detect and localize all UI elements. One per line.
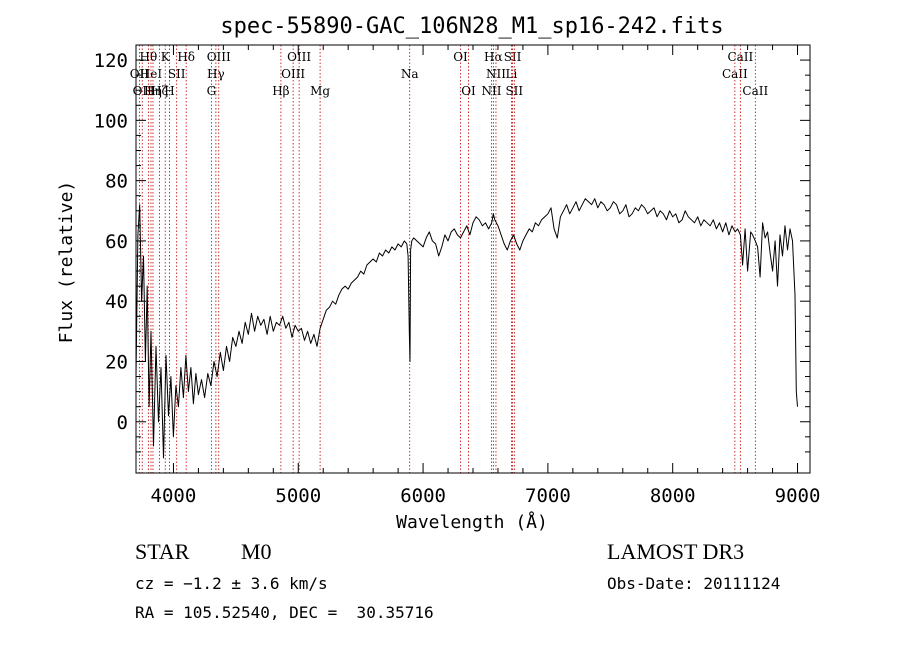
ra-dec: RA = 105.52540, DEC = 30.35716 bbox=[135, 603, 434, 622]
object-class: STAR bbox=[135, 539, 190, 564]
spectral-line-label-25: SII bbox=[505, 84, 523, 98]
spectral-line-label-8: SII bbox=[168, 67, 186, 81]
spectral-line-label-20: NII bbox=[481, 84, 501, 98]
spectral-line-label-11: Hγ bbox=[207, 67, 225, 81]
spectral-line-label-14: OIII bbox=[281, 67, 305, 81]
redshift-cz: cz = −1.2 ± 3.6 km/s bbox=[135, 574, 328, 593]
survey-name: LAMOST DR3 bbox=[607, 539, 745, 564]
spectral-line-label-12: OIII bbox=[207, 50, 231, 64]
x-tick-label-9000: 9000 bbox=[775, 485, 821, 507]
spectral-line-label-16: Mg bbox=[310, 84, 330, 98]
spectral-line-label-3: HeI bbox=[140, 67, 163, 81]
spectral-line-label-0: OII bbox=[130, 67, 150, 81]
x-tick-label-6000: 6000 bbox=[400, 485, 446, 507]
y-axis-ticks: 0 20 40 60 80 100 120 bbox=[94, 50, 810, 453]
y-tick-label-80: 80 bbox=[105, 171, 128, 193]
spectral-line-label-13: Hβ bbox=[272, 84, 289, 98]
spectral-line-label-19: OI bbox=[461, 84, 476, 98]
obs-date: Obs-Date: 20111124 bbox=[607, 574, 781, 593]
x-tick-label-8000: 8000 bbox=[650, 485, 696, 507]
spectral-line-label-1: OII bbox=[133, 84, 153, 98]
spectral-line-label-7: H bbox=[164, 84, 174, 98]
spectrum-line-0 bbox=[135, 198, 798, 459]
plot-frame bbox=[135, 44, 811, 474]
y-tick-label-20: 20 bbox=[105, 351, 128, 373]
spectral-line-label-22: NII bbox=[486, 67, 506, 81]
spectral-line-label-10: G bbox=[207, 84, 217, 98]
spectral-line-label-6: K bbox=[161, 50, 171, 64]
spectral-line-label-18: OI bbox=[453, 50, 468, 64]
spectrum-series bbox=[135, 198, 798, 459]
y-tick-label-100: 100 bbox=[94, 110, 128, 132]
x-tick-label-7000: 7000 bbox=[525, 485, 571, 507]
spectral-line-label-26: CaII bbox=[722, 67, 748, 81]
x-tick-label-5000: 5000 bbox=[275, 485, 321, 507]
spectral-line-label-27: CaII bbox=[727, 50, 753, 64]
spectral-line-label-2: Hθ bbox=[140, 50, 158, 64]
chart-title: spec-55890-GAC_106N28_M1_sp16-242.fits bbox=[220, 14, 723, 39]
spectral-line-label-17: Na bbox=[401, 67, 419, 81]
spectral-line-label-4: Hη bbox=[144, 84, 162, 98]
spectral-line-label-21: Hα bbox=[484, 50, 503, 64]
x-axis-label: Wavelength (Å) bbox=[396, 511, 548, 533]
y-axis-label: Flux (relative) bbox=[56, 181, 77, 344]
y-tick-label-60: 60 bbox=[105, 231, 128, 253]
x-tick-label-4000: 4000 bbox=[151, 485, 197, 507]
spectral-line-label-9: Hδ bbox=[177, 50, 195, 64]
y-tick-label-40: 40 bbox=[105, 291, 128, 313]
y-tick-label-120: 120 bbox=[94, 50, 128, 72]
y-tick-label-0: 0 bbox=[117, 412, 128, 434]
object-subclass: M0 bbox=[241, 539, 272, 564]
spectral-line-label-24: SII bbox=[504, 50, 522, 64]
spectral-line-label-5: Hζ bbox=[151, 84, 168, 98]
spectral-line-label-15: OIII bbox=[287, 50, 311, 64]
spectral-line-label-23: Li bbox=[506, 67, 518, 81]
spectral-line-label-28: CaII bbox=[742, 84, 768, 98]
x-axis-ticks: 4000 5000 6000 7000 8000 9000 bbox=[151, 45, 821, 507]
